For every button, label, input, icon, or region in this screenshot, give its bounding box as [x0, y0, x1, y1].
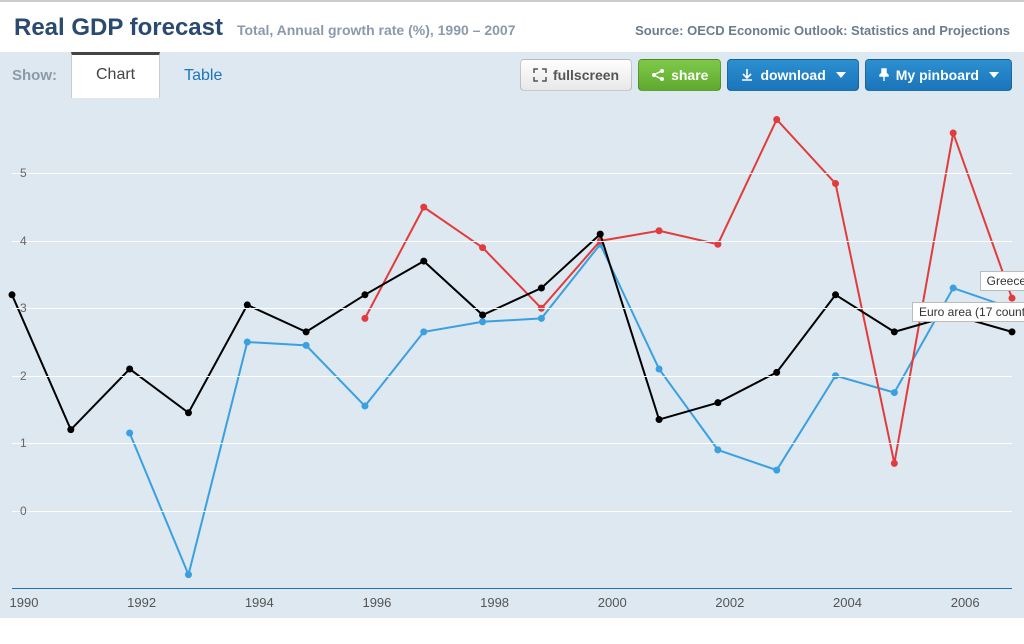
page-subtitle: Total, Annual growth rate (%), 1990 – 20…	[237, 22, 516, 38]
series-callout: Greece	[980, 271, 1024, 291]
share-icon	[651, 68, 665, 82]
gridline	[12, 308, 1012, 309]
data-point[interactable]	[361, 403, 368, 410]
data-point[interactable]	[656, 416, 663, 423]
x-tick-label: 2000	[598, 595, 627, 610]
x-tick-label: 1992	[127, 595, 156, 610]
data-point[interactable]	[303, 328, 310, 335]
data-point[interactable]	[361, 315, 368, 322]
data-point[interactable]	[479, 244, 486, 251]
data-point[interactable]	[1009, 295, 1016, 302]
fullscreen-button[interactable]: fullscreen	[520, 59, 632, 91]
data-point[interactable]	[832, 180, 839, 187]
x-tick-label: 1996	[362, 595, 391, 610]
gridline	[12, 376, 1012, 377]
x-tick-label: 2004	[833, 595, 862, 610]
y-tick-label: 4	[20, 234, 27, 248]
pin-icon	[878, 68, 890, 82]
toolbar: Show: Chart Table fullscreen share downl…	[0, 52, 1024, 98]
data-point[interactable]	[185, 409, 192, 416]
gridline	[12, 241, 1012, 242]
series-line	[12, 234, 1012, 430]
data-point[interactable]	[538, 285, 545, 292]
gridline	[12, 173, 1012, 174]
pinboard-label: My pinboard	[896, 67, 979, 83]
header: Real GDP forecast Total, Annual growth r…	[0, 0, 1024, 52]
page-title: Real GDP forecast	[14, 14, 223, 42]
data-point[interactable]	[891, 460, 898, 467]
data-point[interactable]	[303, 342, 310, 349]
download-icon	[740, 68, 754, 82]
data-point[interactable]	[126, 365, 133, 372]
data-point[interactable]	[950, 285, 957, 292]
series-line	[130, 244, 1012, 574]
show-label: Show:	[12, 67, 57, 84]
share-label: share	[671, 67, 708, 83]
y-tick-label: 5	[20, 166, 27, 180]
x-tick-label: 2006	[951, 595, 980, 610]
data-point[interactable]	[9, 291, 16, 298]
source-text: Source: OECD Economic Outlook: Statistic…	[635, 23, 1010, 38]
data-point[interactable]	[479, 318, 486, 325]
data-point[interactable]	[538, 315, 545, 322]
share-button[interactable]: share	[638, 59, 721, 91]
data-point[interactable]	[656, 365, 663, 372]
series-callout: Euro area (17 countries)	[912, 302, 1024, 322]
data-point[interactable]	[244, 339, 251, 346]
y-tick-label: 0	[20, 504, 27, 518]
fullscreen-icon	[533, 68, 547, 82]
data-point[interactable]	[656, 227, 663, 234]
data-point[interactable]	[126, 430, 133, 437]
gridline	[12, 443, 1012, 444]
data-point[interactable]	[950, 129, 957, 136]
chart-svg	[12, 106, 1012, 578]
x-tick-label: 1990	[10, 595, 39, 610]
data-point[interactable]	[420, 258, 427, 265]
fullscreen-label: fullscreen	[553, 67, 619, 83]
download-button[interactable]: download	[727, 59, 858, 91]
data-point[interactable]	[361, 291, 368, 298]
y-tick-label: 1	[20, 436, 27, 450]
data-point[interactable]	[420, 328, 427, 335]
y-tick-label: 3	[20, 301, 27, 315]
tab-chart[interactable]: Chart	[71, 52, 160, 98]
tab-table[interactable]: Table	[160, 52, 246, 98]
data-point[interactable]	[714, 446, 721, 453]
chevron-down-icon	[989, 72, 999, 78]
plot-region: 012345GreeceEuro area (17 countries)	[12, 106, 1012, 578]
data-point[interactable]	[185, 571, 192, 578]
data-point[interactable]	[1009, 328, 1016, 335]
data-point[interactable]	[773, 116, 780, 123]
download-label: download	[760, 67, 825, 83]
data-point[interactable]	[597, 231, 604, 238]
gridline	[12, 511, 1012, 512]
data-point[interactable]	[420, 204, 427, 211]
data-point[interactable]	[479, 312, 486, 319]
x-tick-label: 1994	[245, 595, 274, 610]
y-tick-label: 2	[20, 369, 27, 383]
data-point[interactable]	[773, 467, 780, 474]
x-tick-label: 1998	[480, 595, 509, 610]
data-point[interactable]	[891, 389, 898, 396]
data-point[interactable]	[714, 399, 721, 406]
pinboard-button[interactable]: My pinboard	[865, 59, 1012, 91]
data-point[interactable]	[832, 291, 839, 298]
chevron-down-icon	[836, 72, 846, 78]
data-point[interactable]	[67, 426, 74, 433]
x-tick-label: 2002	[715, 595, 744, 610]
chart-area: 0 1 2 3 4 5 Greece Euro area (17 countries) 199…	[0, 98, 1024, 618]
data-point[interactable]	[891, 328, 898, 335]
x-axis: 1990 1992 1994 1996 1998 2000 2002 2004 2006	[12, 588, 1012, 618]
